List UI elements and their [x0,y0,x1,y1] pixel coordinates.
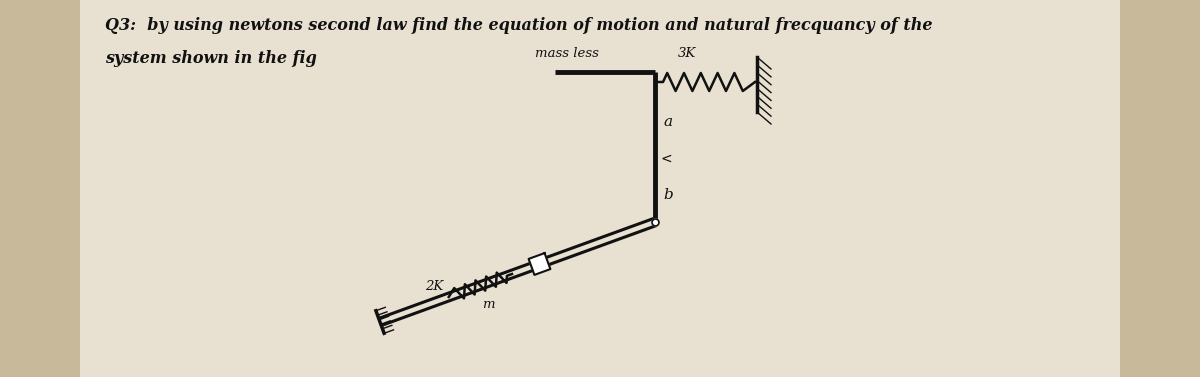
Text: a: a [662,115,672,129]
Text: system shown in the fig: system shown in the fig [106,50,317,67]
Text: 3K: 3K [678,47,696,60]
Text: m: m [482,299,494,311]
Polygon shape [529,253,551,275]
Text: mass less: mass less [535,47,599,60]
Text: b: b [662,188,673,202]
Text: <: < [660,152,672,166]
Text: 2K: 2K [425,280,443,294]
Text: Q3:  by using newtons second law find the equation of motion and natural frecqua: Q3: by using newtons second law find the… [106,17,932,34]
Bar [80,0,1120,377]
